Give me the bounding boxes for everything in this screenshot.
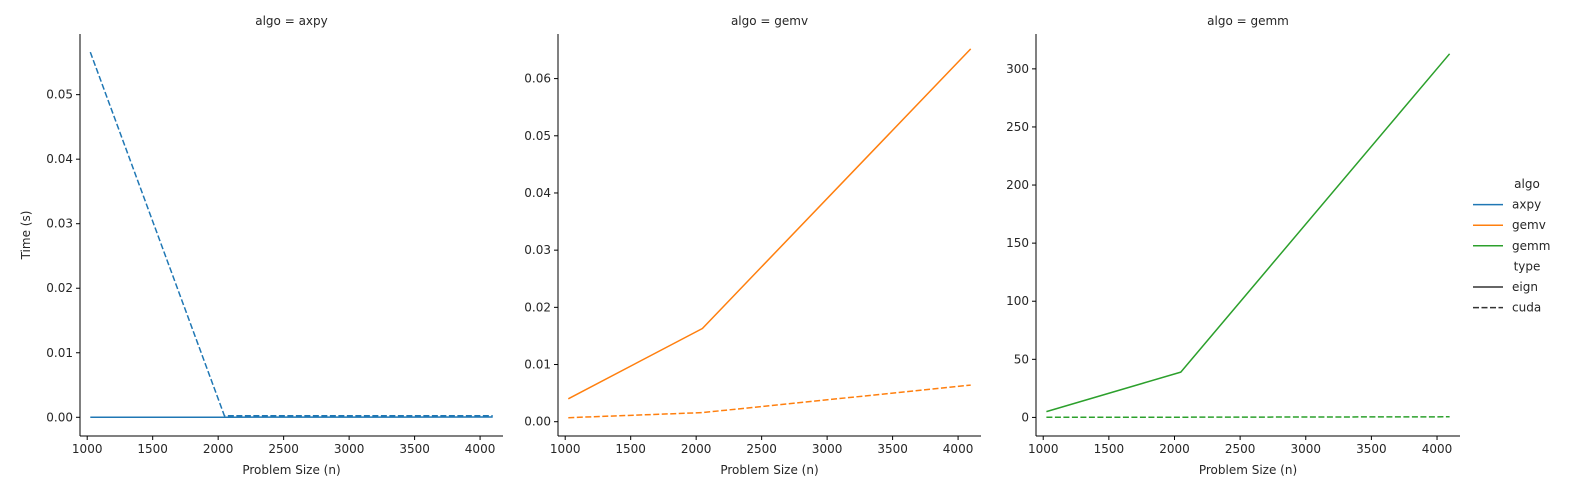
x-axis-label: Problem Size (n) xyxy=(1199,463,1297,477)
y-tick-label: 0.05 xyxy=(524,129,551,143)
x-tick-label: 4000 xyxy=(943,442,974,456)
x-tick-label: 2000 xyxy=(681,442,712,456)
series-line-eign xyxy=(568,49,970,399)
y-tick-label: 0.04 xyxy=(524,186,551,200)
series-line-eign xyxy=(1046,54,1449,412)
x-tick-label: 1500 xyxy=(137,442,168,456)
legend-label-axpy: axpy xyxy=(1512,198,1541,212)
series-line-cuda xyxy=(1046,417,1449,418)
x-tick-label: 3000 xyxy=(334,442,365,456)
y-tick-label: 0.03 xyxy=(46,217,73,231)
panel-title: algo = axpy xyxy=(255,14,328,28)
x-tick-label: 3500 xyxy=(877,442,908,456)
x-tick-label: 3000 xyxy=(812,442,843,456)
y-tick-label: 150 xyxy=(1006,236,1029,250)
panel-title: algo = gemv xyxy=(731,14,808,28)
y-tick-label: 250 xyxy=(1006,120,1029,134)
y-tick-label: 0.04 xyxy=(46,152,73,166)
x-tick-label: 4000 xyxy=(465,442,496,456)
x-tick-label: 1000 xyxy=(550,442,581,456)
y-axis-label: Time (s) xyxy=(19,211,33,261)
legend-label-eign: eign xyxy=(1512,280,1538,294)
y-tick-label: 0.02 xyxy=(524,300,551,314)
legend-label-gemv: gemv xyxy=(1512,218,1546,232)
x-tick-label: 3500 xyxy=(1356,442,1387,456)
y-tick-label: 100 xyxy=(1006,294,1029,308)
y-tick-label: 50 xyxy=(1014,352,1029,366)
x-axis-label: Problem Size (n) xyxy=(242,463,340,477)
y-tick-label: 0.05 xyxy=(46,88,73,102)
y-tick-label: 0 xyxy=(1021,410,1029,424)
x-tick-label: 1000 xyxy=(72,442,103,456)
x-tick-label: 4000 xyxy=(1422,442,1453,456)
panel-title: algo = gemm xyxy=(1207,14,1289,28)
legend-label-gemm: gemm xyxy=(1512,239,1550,253)
y-tick-label: 200 xyxy=(1006,178,1029,192)
x-axis-label: Problem Size (n) xyxy=(720,463,818,477)
y-tick-label: 0.01 xyxy=(524,358,551,372)
legend-title-algo: algo xyxy=(1514,177,1540,191)
x-tick-label: 3500 xyxy=(399,442,430,456)
y-tick-label: 0.01 xyxy=(46,346,73,360)
legend-label-cuda: cuda xyxy=(1512,301,1541,315)
x-tick-label: 2000 xyxy=(203,442,234,456)
y-tick-label: 0.00 xyxy=(46,410,73,424)
x-tick-label: 3000 xyxy=(1290,442,1321,456)
x-tick-label: 2000 xyxy=(1159,442,1190,456)
y-tick-label: 0.02 xyxy=(46,281,73,295)
y-tick-label: 0.06 xyxy=(524,72,551,86)
series-line-cuda xyxy=(568,385,970,418)
y-tick-label: 300 xyxy=(1006,62,1029,76)
y-tick-label: 0.00 xyxy=(524,415,551,429)
x-tick-label: 1000 xyxy=(1028,442,1059,456)
x-tick-label: 2500 xyxy=(268,442,299,456)
x-tick-label: 1500 xyxy=(615,442,646,456)
x-tick-label: 1500 xyxy=(1094,442,1125,456)
series-line-cuda xyxy=(90,52,492,416)
x-tick-label: 2500 xyxy=(1225,442,1256,456)
y-tick-label: 0.03 xyxy=(524,243,551,257)
legend-title-type: type xyxy=(1514,259,1541,273)
x-tick-label: 2500 xyxy=(746,442,777,456)
